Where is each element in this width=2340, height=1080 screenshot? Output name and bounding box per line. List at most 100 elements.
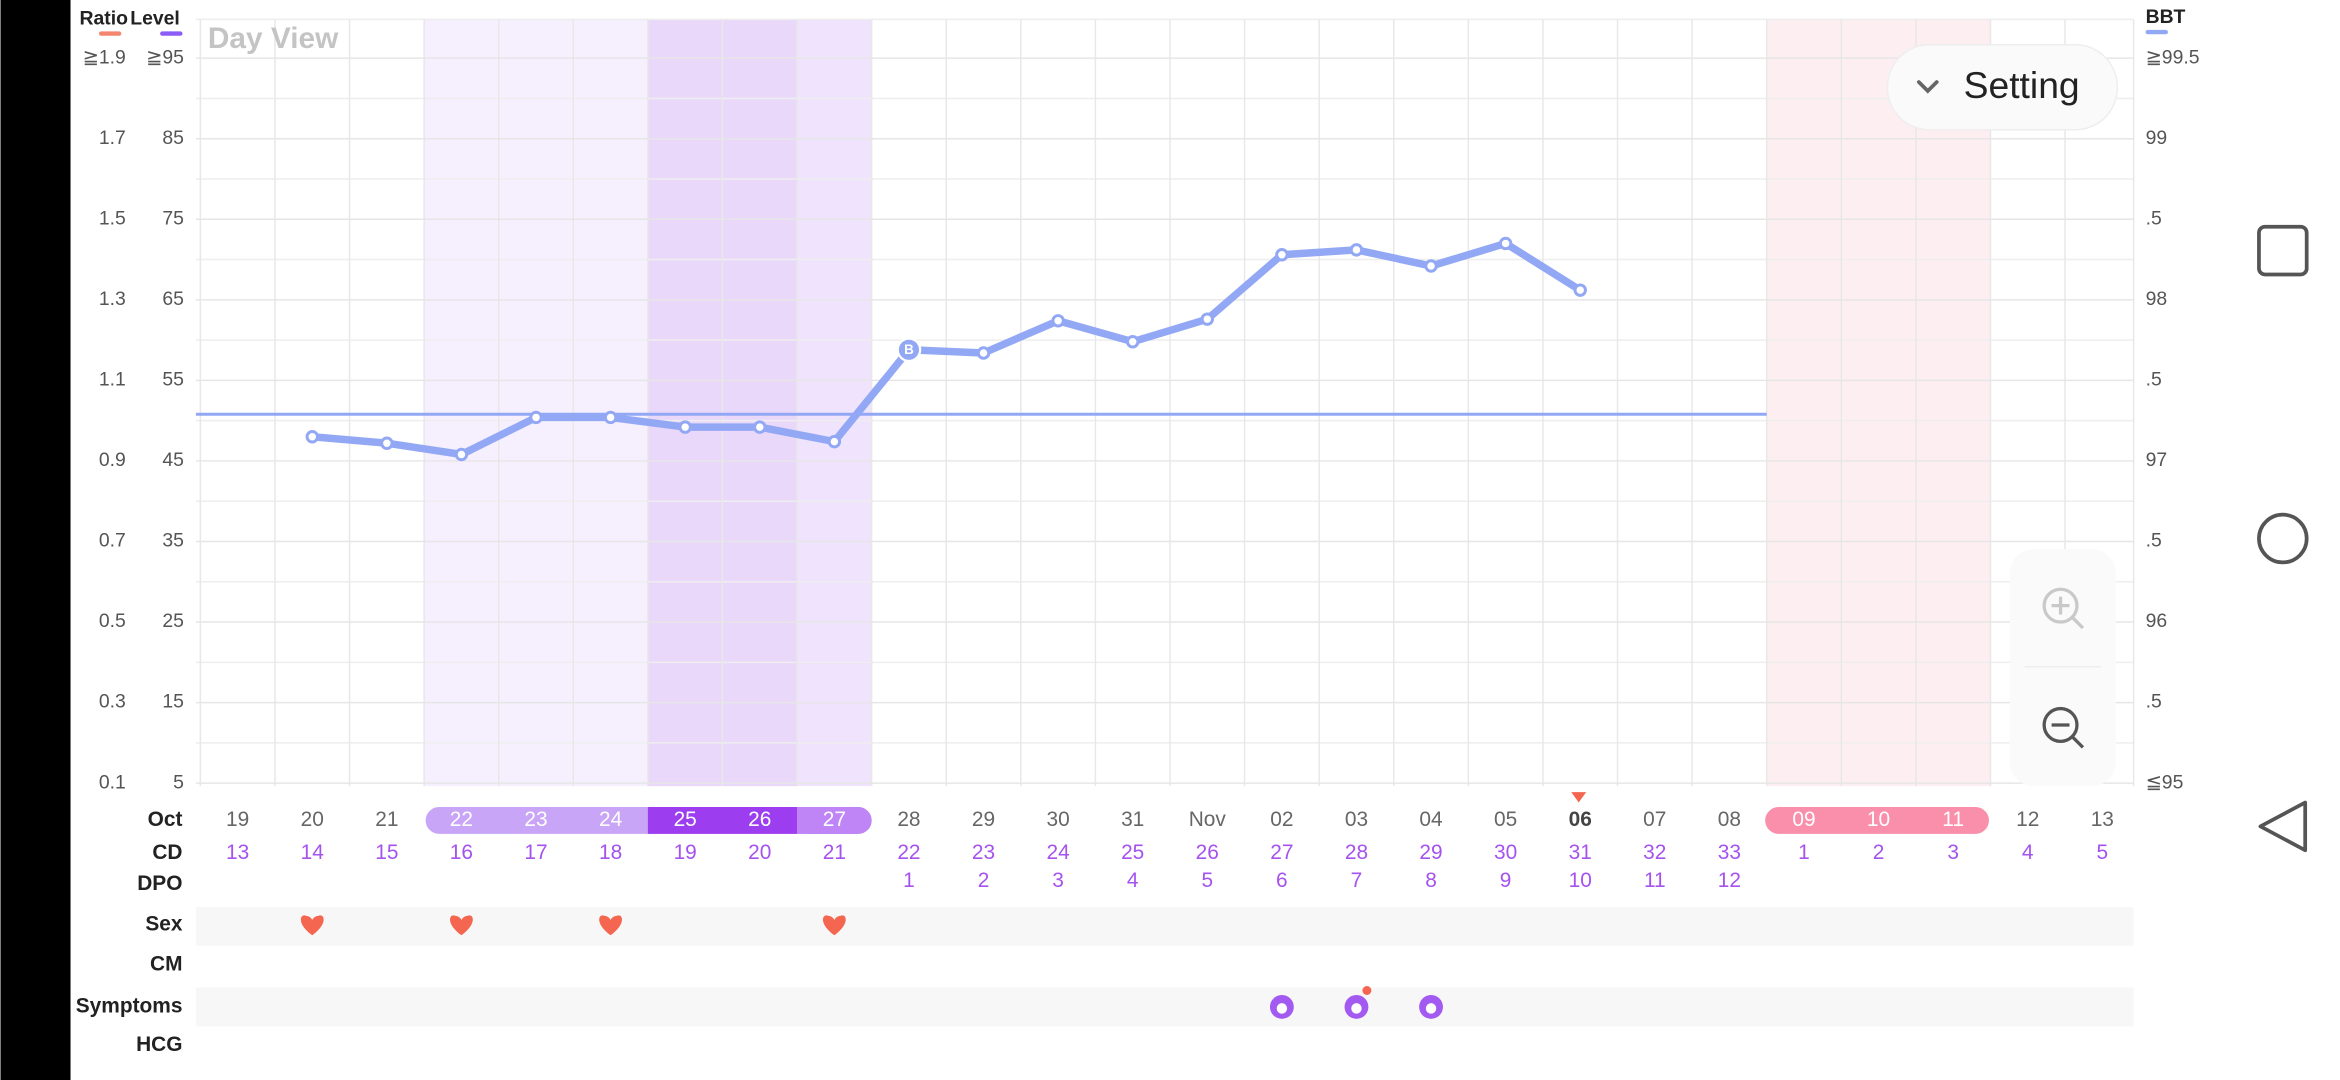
dpo-value: 10 (1569, 869, 1592, 892)
bbt-point (1051, 314, 1065, 328)
bbt-point (380, 436, 394, 450)
ratio-legend-swatch (98, 31, 122, 36)
bbt-tick-label: .5 (2146, 691, 2162, 713)
plot-area: ≧99.599.598.597.596.5≦95≧1.91.71.51.31.1… (83, 18, 2200, 1027)
cd-value: 18 (599, 841, 622, 864)
bbt-tick-label: 97 (2146, 449, 2168, 471)
back-button[interactable] (2258, 800, 2308, 853)
sex-label: Sex (145, 912, 183, 935)
level-tick-label: 65 (162, 288, 184, 310)
date-label: 19 (226, 808, 249, 831)
dpo-value: 9 (1500, 869, 1512, 892)
date-label: 31 (1121, 808, 1144, 831)
cd-value: 17 (524, 841, 547, 864)
dpo-label: DPO (137, 872, 182, 895)
cd-value: 2 (1873, 841, 1885, 864)
date-label: 29 (972, 808, 995, 831)
phase-shading (1915, 19, 1991, 787)
dpo-value: 5 (1201, 869, 1213, 892)
cd-value: 4 (2022, 841, 2034, 864)
phase-shading (573, 19, 648, 787)
level-tick-label: 75 (162, 207, 184, 229)
bbt-point (976, 346, 991, 360)
bbt-point (1349, 243, 1364, 257)
bbt-tick-label: 96 (2146, 610, 2168, 632)
date-label: 22 (450, 808, 473, 831)
phase-shading (647, 19, 723, 787)
bbt-point (305, 430, 319, 444)
ratio-tick-label: 0.1 (99, 771, 126, 793)
symptom-icon-detail (1276, 1003, 1288, 1014)
cd-value: 14 (301, 841, 324, 864)
home-button[interactable] (2257, 512, 2309, 565)
symptoms-label: Symptoms (76, 994, 183, 1017)
date-label: 28 (897, 808, 920, 831)
phase-shading (722, 19, 798, 787)
symptoms-band (195, 987, 2134, 1027)
chevron-icon[interactable] (1916, 80, 1939, 94)
bbt-tick-label: 99 (2146, 127, 2168, 149)
ratio-tick-label: 1.5 (99, 207, 126, 229)
zoom-controls (2009, 548, 2116, 787)
dpo-value: 4 (1127, 869, 1139, 892)
date-label: 13 (2091, 808, 2114, 831)
level-tick-label: 85 (162, 127, 184, 149)
dpo-value: 11 (1644, 869, 1666, 892)
level-tick-label: 45 (162, 449, 184, 471)
ratio-tick-label: 0.7 (99, 530, 126, 552)
bbt-point (1275, 248, 1289, 262)
nav-bar (2257, 224, 2309, 853)
zoom-out[interactable] (2042, 706, 2085, 749)
sex-heart (599, 915, 622, 936)
level-tick-label: 35 (162, 530, 184, 552)
cd-value: 22 (897, 841, 920, 864)
date-label: 11 (1942, 808, 1964, 831)
level-tick-label: ≧95 (146, 46, 184, 68)
zoom-in[interactable] (2042, 587, 2085, 630)
sex-heart (300, 915, 324, 936)
level-legend: Level (130, 8, 180, 30)
dpo-value: 8 (1425, 869, 1437, 892)
ratio-tick-label: 0.9 (99, 449, 126, 471)
cd-label: CD (152, 841, 182, 864)
ratio-tick-label: 0.3 (99, 691, 126, 713)
bbt-point (827, 434, 842, 449)
symptom-icon-detail (1351, 1003, 1362, 1014)
dpo-value: 6 (1276, 869, 1288, 892)
symptom-badge (1362, 986, 1372, 995)
setting-bg[interactable] (1886, 44, 2118, 131)
recent-apps-button[interactable] (2257, 224, 2309, 277)
dpo-value: 7 (1351, 869, 1363, 892)
sex-band (195, 906, 2134, 946)
ratio-tick-label: 1.3 (99, 288, 126, 310)
date-label: 25 (674, 808, 697, 831)
cd-value: 26 (1196, 841, 1219, 864)
sex-heart (450, 915, 473, 936)
bbt-point (1573, 283, 1587, 297)
setting-button[interactable]: Setting (1886, 44, 2118, 131)
setting-label[interactable]: Setting (1964, 64, 2080, 106)
symptom-icon-detail (1425, 1003, 1437, 1014)
left-bar (0, 0, 71, 1080)
date-label: 21 (375, 808, 398, 831)
cd-value: 5 (2097, 841, 2109, 864)
ratio-tick-label: 1.1 (99, 369, 126, 391)
phase-shading (1766, 19, 1842, 787)
month-label: Oct (148, 808, 183, 831)
dpo-value: 12 (1718, 869, 1741, 892)
cm-label: CM (150, 953, 182, 976)
date-label: 23 (524, 808, 547, 831)
cd-value: 21 (823, 841, 846, 864)
date-label: 10 (1867, 808, 1890, 831)
cd-value: 16 (450, 841, 473, 864)
level-tick-label: 25 (162, 610, 184, 632)
fertile-pill-join (797, 807, 815, 834)
view-title[interactable]: Day View (208, 22, 339, 55)
bbt-tick-label: .5 (2146, 369, 2162, 391)
hcg-label: HCG (136, 1033, 182, 1056)
level-tick-label: 15 (162, 691, 184, 713)
bbt-legend-swatch (2145, 29, 2168, 35)
date-label: 09 (1792, 808, 1815, 831)
